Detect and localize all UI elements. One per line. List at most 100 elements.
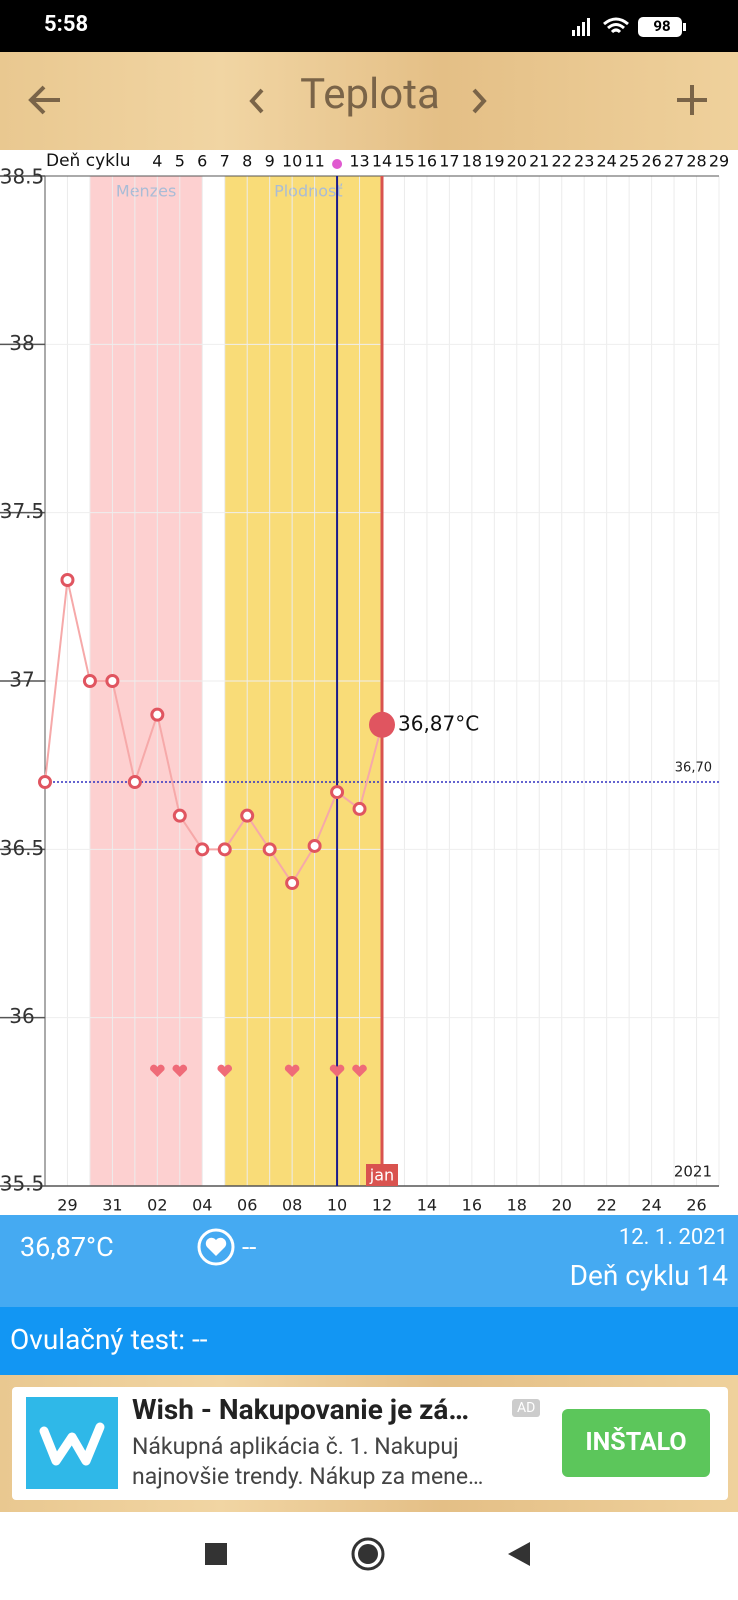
y-tick-label: 35.5	[0, 1172, 44, 1196]
status-bar: 5:58 98	[0, 0, 738, 52]
selected-point	[369, 711, 395, 738]
x-tick-label: 08	[282, 1196, 302, 1215]
add-button[interactable]	[674, 82, 710, 118]
cycle-day: 27	[664, 152, 684, 171]
point	[307, 838, 322, 853]
point	[330, 785, 345, 800]
point	[172, 808, 187, 823]
next-button[interactable]	[468, 86, 490, 116]
ovulation-test: Ovulačný test: --	[10, 1323, 208, 1356]
point	[217, 842, 232, 857]
band-label: Plodnosť	[274, 182, 343, 201]
intercourse-heart	[352, 1064, 367, 1077]
point	[60, 573, 75, 587]
cycle-day: 4	[152, 152, 162, 171]
cycle-day: 29	[709, 152, 729, 171]
cycle-day: 9	[265, 152, 275, 171]
cycle-day: 18	[462, 152, 482, 171]
x-tick-label: 12	[372, 1196, 392, 1215]
cycle-day: 15	[394, 152, 414, 171]
x-tick-label: 06	[237, 1196, 257, 1215]
nav-bar	[205, 1537, 530, 1571]
point	[105, 674, 120, 688]
cycle-day: 10	[282, 152, 302, 171]
ad-area: Wish - Nakupovanie je zá… AD Nákupná apl…	[0, 1375, 738, 1512]
band-label: Menzes	[116, 182, 176, 201]
back-button[interactable]	[28, 82, 64, 118]
cycle-day: 11	[304, 152, 324, 171]
x-tick-label: 24	[641, 1196, 661, 1215]
battery-level: 98	[653, 17, 671, 35]
ad-text: najnovšie trendy. Nákup za mene…	[132, 1463, 484, 1490]
status-icons	[572, 17, 686, 37]
point	[195, 842, 210, 857]
install-button[interactable]: INŠTALO	[562, 1409, 710, 1477]
toolbar-title: Teplota	[300, 70, 440, 119]
x-tick-label: 10	[327, 1196, 347, 1215]
intercourse-heart	[329, 1064, 345, 1077]
cycle-day: 24	[596, 152, 616, 171]
ovulation-dot	[332, 159, 343, 169]
clock: 5:58	[44, 12, 89, 37]
y-tick-label: 38	[9, 331, 34, 355]
intercourse-heart	[172, 1064, 188, 1077]
intercourse-heart	[284, 1064, 300, 1077]
point	[82, 674, 97, 688]
cycle-day: 5	[175, 152, 185, 171]
cycle-day: 13	[349, 152, 369, 171]
temperature-line	[44, 579, 383, 885]
ad-card[interactable]: Wish - Nakupovanie je zá… AD Nákupná apl…	[12, 1387, 728, 1500]
ad-title: Wish - Nakupovanie je zá…	[132, 1393, 470, 1426]
cycle-day: 22	[552, 152, 572, 171]
ad-badge: AD	[512, 1399, 541, 1417]
y-tick-label: 38.5	[0, 165, 44, 189]
ad-icon	[26, 1397, 118, 1489]
cycle-day: 7	[220, 152, 230, 171]
cycle-day: 19	[484, 152, 504, 171]
y-tick-label: 37	[9, 668, 34, 692]
chart: Menzes Plodnosť 35.5 36 36.5 37 37.5 38 38.5Deň …	[0, 151, 729, 1215]
y-tick-label: 36	[9, 1004, 34, 1028]
date: 12. 1. 2021	[618, 1225, 728, 1250]
heart-icon	[197, 1228, 235, 1266]
intercourse: --	[242, 1233, 257, 1263]
recents-button[interactable]	[205, 1543, 227, 1565]
point	[240, 808, 255, 823]
point	[262, 842, 277, 857]
year-label: 2021	[674, 1163, 712, 1181]
x-tick-label: 16	[462, 1196, 482, 1215]
cycle-day: 26	[641, 152, 661, 171]
y-tick-label: 36.5	[0, 836, 44, 860]
x-tick-label: 02	[147, 1196, 167, 1215]
y-tick-label: 37.5	[0, 499, 44, 523]
x-tick-label: 26	[686, 1196, 706, 1215]
cycle-day: Deň cyklu 14	[569, 1259, 728, 1292]
x-tick-label: 18	[507, 1196, 527, 1215]
point	[127, 775, 142, 789]
cycle-day: 14	[372, 152, 392, 171]
point	[285, 876, 300, 890]
cycle-day: 6	[197, 152, 207, 171]
cycle-label: Deň cyklu	[46, 151, 130, 171]
prev-button[interactable]	[246, 86, 268, 116]
x-tick-label: 04	[192, 1196, 212, 1215]
reference-label: 36,70	[675, 761, 712, 776]
back-nav-button[interactable]	[508, 1542, 530, 1566]
value-label: 36,87°C	[398, 711, 479, 735]
intercourse-heart	[217, 1064, 233, 1077]
cycle-day: 21	[529, 152, 549, 171]
ad-text: Nákupná aplikácia č. 1. Nakupuj	[132, 1433, 459, 1460]
temperature: 36,87°C	[20, 1231, 114, 1263]
cycle-day: 8	[242, 152, 252, 171]
home-button[interactable]	[351, 1537, 385, 1571]
toolbar: Teplota	[0, 52, 738, 150]
point	[150, 707, 165, 722]
cycle-day: 28	[686, 152, 706, 171]
month-badge	[366, 1164, 398, 1186]
cycle-day: 23	[574, 152, 594, 171]
x-tick-label: 20	[552, 1196, 572, 1215]
x-tick-label: 22	[596, 1196, 616, 1215]
cycle-day: 25	[619, 152, 639, 171]
cycle-day: 16	[417, 152, 437, 171]
